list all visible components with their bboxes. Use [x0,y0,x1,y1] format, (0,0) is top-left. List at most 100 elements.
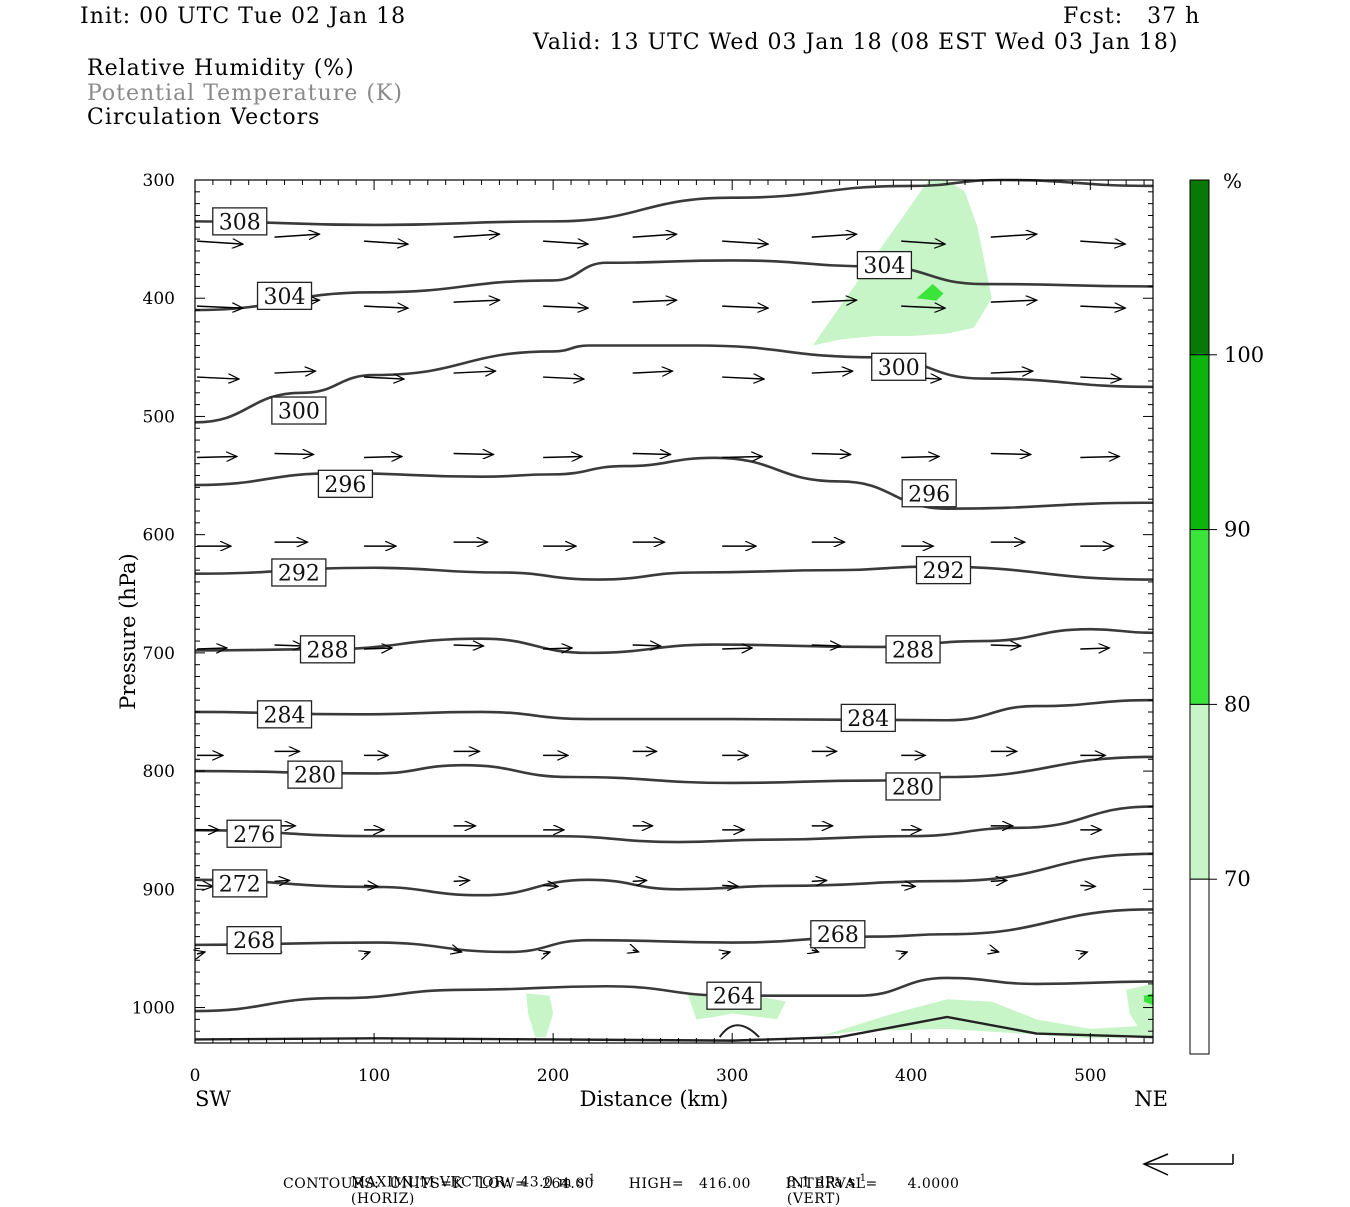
colorbar-label: 90 [1224,518,1251,542]
vector-arrow [196,241,243,244]
contour-label-box [226,925,282,955]
max-vector-vert-label: (VERT) [786,1190,841,1207]
contour-label: 296 [324,473,366,498]
x-tick-label: 300 [716,1066,748,1086]
vector-arrow [633,950,639,952]
contour-label: 268 [233,929,275,954]
contour-label-box [885,635,941,664]
vector-arrow [274,371,316,373]
vector-arrow [990,645,1021,646]
vector-arrow [1080,241,1125,244]
contour-label-box [706,981,762,1010]
vector-arrow [543,241,588,244]
y-tick-label: 300 [143,171,175,191]
contour-label-box [271,396,327,425]
contour-label: 272 [219,872,261,897]
vector-arrow [453,300,500,302]
init-time: Init: 00 UTC Tue 02 Jan 18 [80,4,407,29]
axes-layer: 300 400 500 600 700 800 900 1000 0 100 200 300 400 50… [116,171,1168,1111]
contour-label-box [317,469,374,498]
x-tick-label: 0 [190,1066,201,1086]
colorbar-unit: % [1223,169,1242,193]
colorbar-segment [1189,878,1210,1055]
vector-arrow [196,377,239,379]
vector-arrow [901,456,939,457]
reference-vector-head [1142,1153,1169,1176]
contour-label-box [299,635,356,664]
contour-label: 276 [233,823,275,848]
vector-arrow [274,880,290,881]
contour-label: 284 [264,703,306,728]
vector-arrow [811,453,851,454]
vector-arrow [543,456,582,457]
theta-contour-layer [194,178,1154,1042]
contour-label-box [901,479,957,508]
colorbar: % 100 90 80 70 [1142,169,1264,1176]
colorbar-segment [1189,179,1210,356]
vector-arrow [722,241,768,244]
vector-arrow [453,880,470,881]
vector-arrow [901,241,945,244]
x-tick-label: 100 [358,1066,390,1086]
vector-arrow [632,234,677,237]
plot-frame [194,179,1154,1044]
x-tick-label: 200 [537,1066,569,1086]
vector-arrow [632,300,677,302]
contour-label: 308 [219,210,261,235]
colorbar-segment [1189,529,1210,705]
vector-arrow [453,645,484,646]
rh-area-70 [821,999,1153,1039]
vector-arrow [197,952,205,954]
y-tick-label: 500 [143,407,175,427]
vector-arrow [364,952,370,954]
vector-arrow [632,645,661,646]
y-axis-label: Pressure (hPa) [116,553,140,709]
vector-arrow [811,300,857,302]
colorbar-segment [1189,703,1210,880]
contour-label-box [256,281,313,311]
theta-contour-276 [194,805,1154,844]
vector-arrow [196,648,227,649]
vector-arrow [543,648,572,649]
vector-arrow [453,234,500,237]
contour-label-box [212,207,268,236]
contour-label: 292 [922,559,964,584]
max-vector-vert-value: 8.1 dPa s [786,1174,856,1191]
vector-arrow [991,950,999,952]
contour-label: 304 [863,254,905,279]
vector-arrow [196,885,213,886]
x-tick-label: 500 [1074,1066,1106,1086]
rh-fill-layer [526,180,1153,1039]
theta-contour-268 [194,908,1154,954]
contour-label-box [226,819,282,848]
rh-area-80 [916,284,944,301]
vector-arrow [1080,648,1109,649]
valid-time: Valid: 13 UTC Wed 03 Jan 18 (08 EST Wed … [533,30,1179,55]
superscript-2: -1 [855,1173,867,1184]
vector-arrow [454,950,462,952]
vector-arrow [811,371,853,373]
y-tick-label: 700 [143,644,175,664]
legend-rh: Relative Humidity (%) [87,56,355,81]
contour-label-box [856,250,913,280]
vector-arrow [722,456,762,457]
vector-arrow [364,456,402,457]
contour-label: 264 [713,985,755,1010]
contour-label: 280 [892,775,934,800]
vector-arrow [196,456,237,457]
vector-arrow [811,880,827,881]
vector-arrow [722,885,738,886]
vector-arrow [364,306,408,308]
vector-arrow [722,648,752,649]
contour-label: 284 [847,707,889,732]
y-tick-label: 1000 [132,999,175,1019]
theta-contour-304 [194,259,1154,312]
vector-arrow [990,880,1007,881]
rh-area-80 [1144,993,1153,1006]
vector-arrow [543,377,584,379]
vector-arrow [543,885,558,886]
contour-label-box [810,920,866,949]
vector-arrow [901,885,915,886]
vector-arrow [274,234,320,237]
vector-arrow [990,371,1033,373]
